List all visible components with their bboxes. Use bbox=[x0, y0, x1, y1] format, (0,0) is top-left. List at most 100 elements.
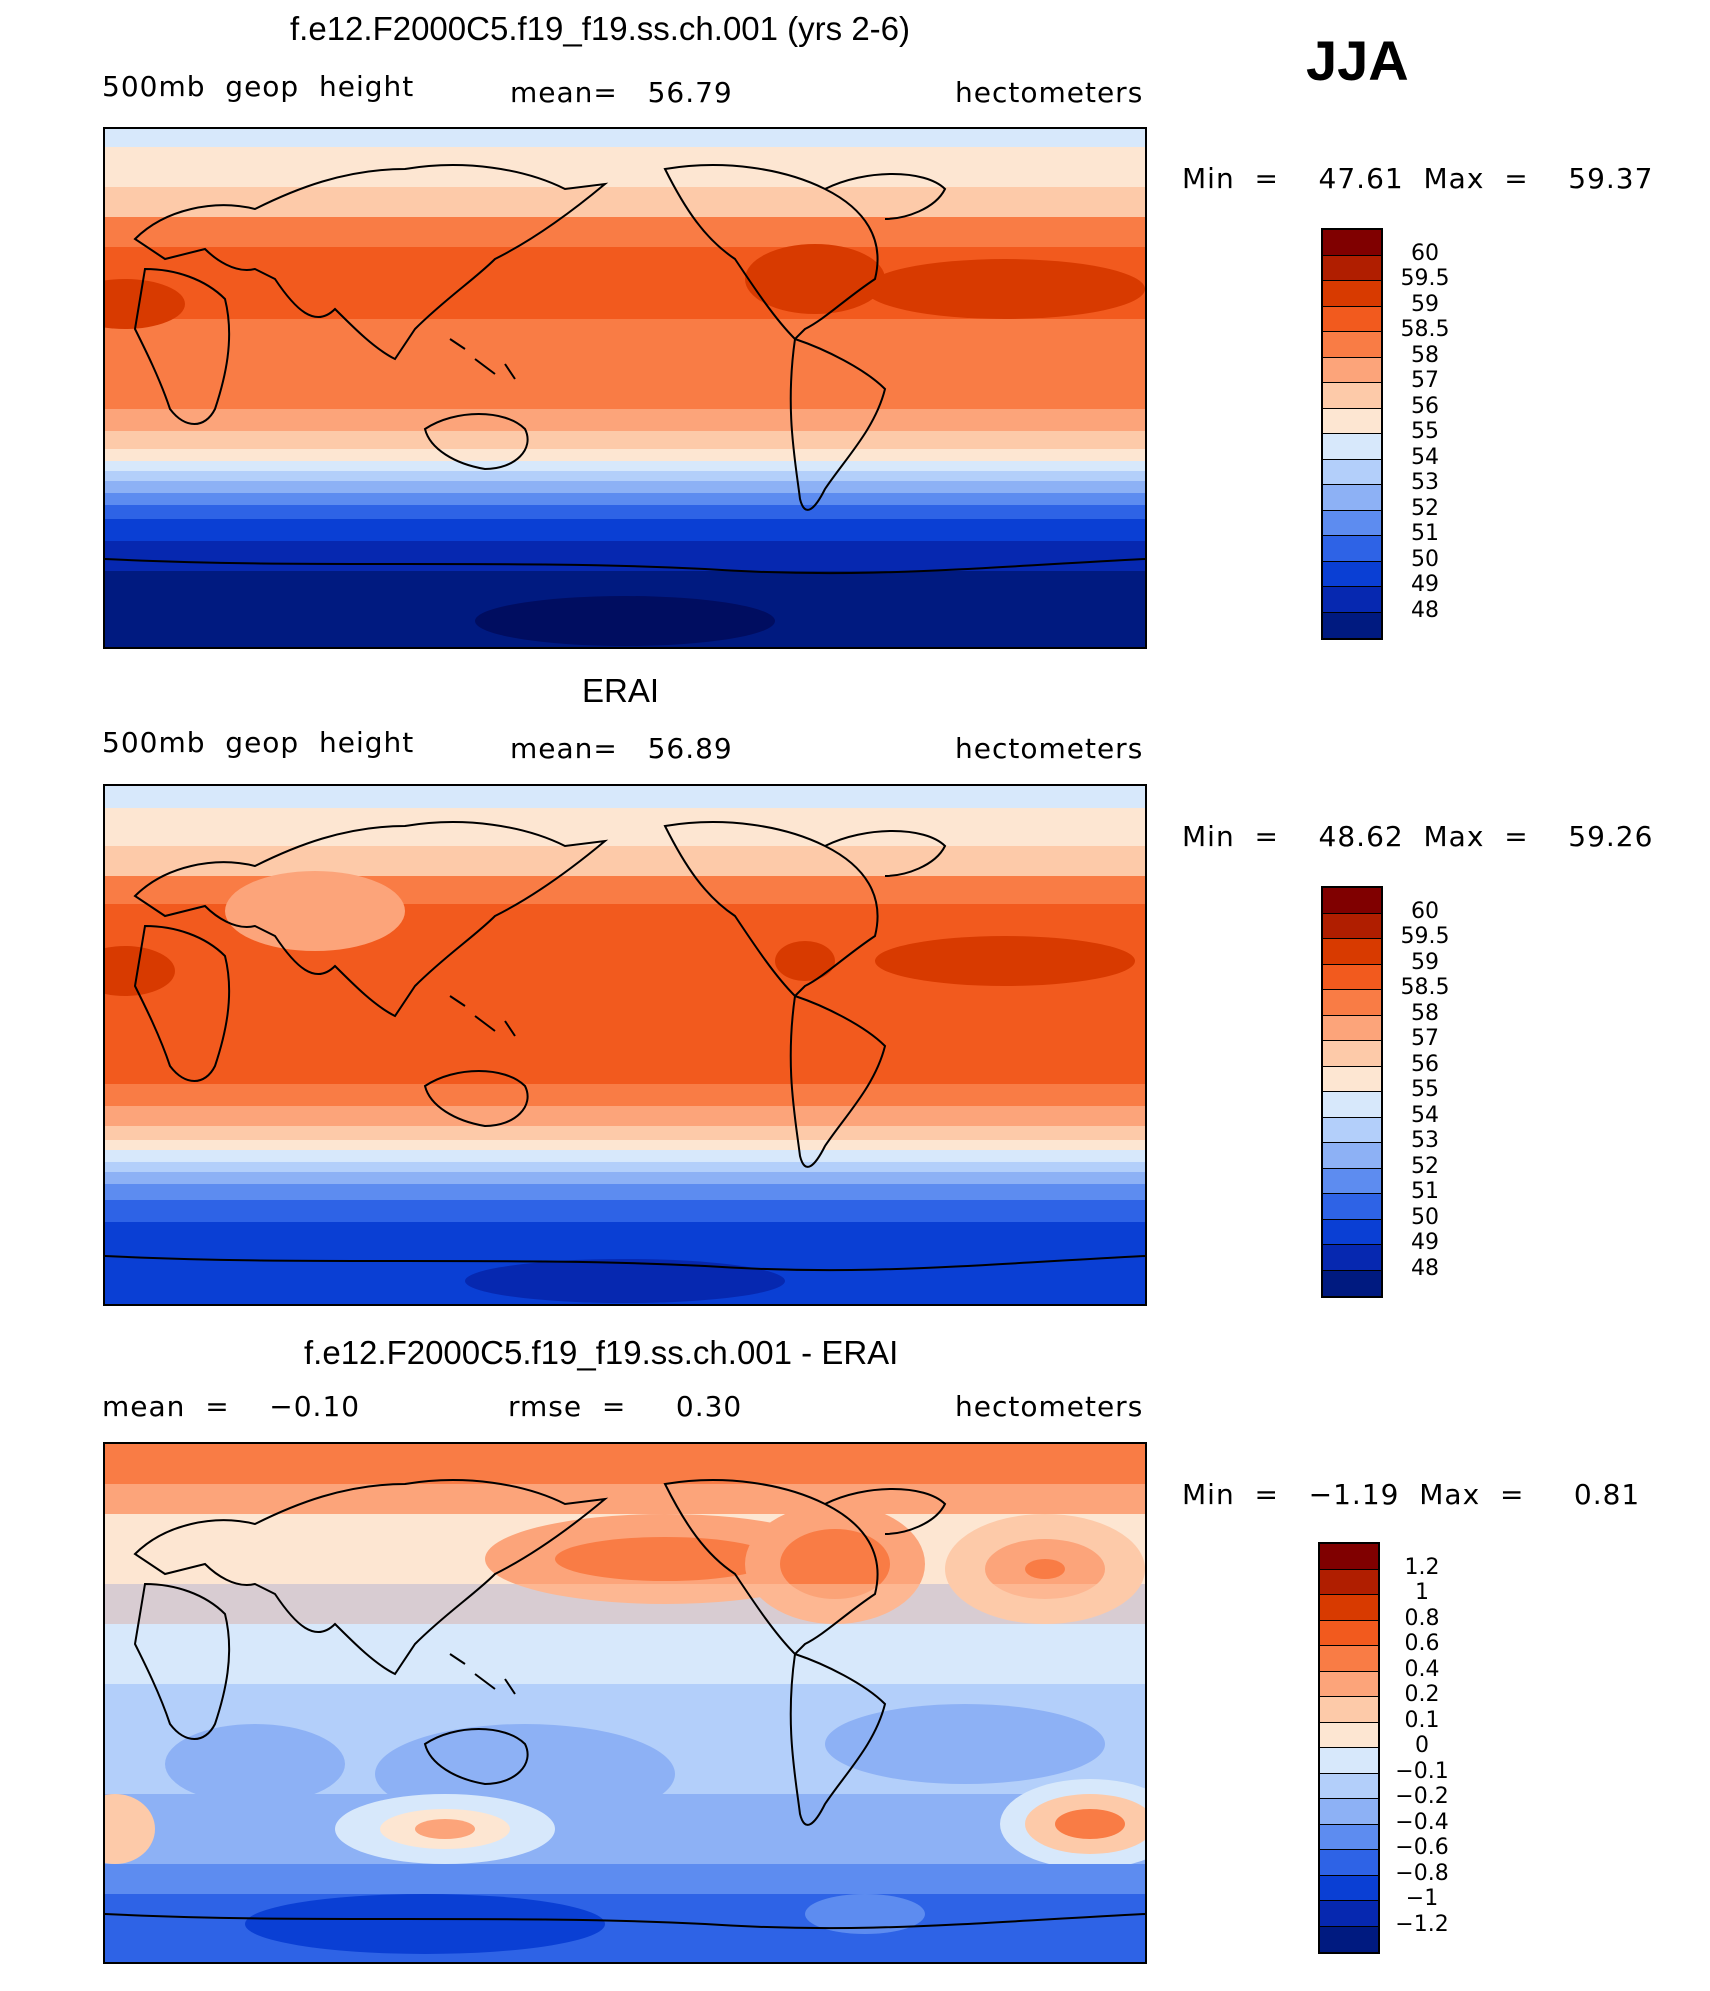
colorbar-tick-label: 58.5 bbox=[1400, 317, 1450, 342]
colorbar-tick-label: 52 bbox=[1411, 495, 1439, 521]
colorbar-swatch bbox=[1320, 1722, 1378, 1748]
colorbar-tick-label: 59.5 bbox=[1400, 266, 1450, 291]
colorbar-tick-label: 0.6 bbox=[1404, 1631, 1440, 1656]
panel-1-colorbar-labels: 60 59.5 59 58.5 58 57 56 55 54 53 52 51 50 49 48 bbox=[1385, 228, 1465, 640]
colorbar-tick-label: 57 bbox=[1411, 368, 1439, 393]
colorbar-swatch bbox=[1323, 1092, 1381, 1118]
colorbar-swatch bbox=[1320, 1671, 1378, 1697]
colorbar-swatch bbox=[1323, 1245, 1381, 1271]
panel-1-colorbar bbox=[1321, 228, 1383, 640]
colorbar-swatch bbox=[1320, 1824, 1378, 1850]
colorbar-swatch bbox=[1323, 510, 1381, 536]
colorbar-swatch bbox=[1323, 1219, 1381, 1245]
colorbar-tick-label: 54 bbox=[1411, 1102, 1439, 1128]
colorbar-swatch bbox=[1323, 332, 1381, 358]
colorbar-tick-label: −0.2 bbox=[1395, 1784, 1449, 1809]
colorbar-tick-label: −0.8 bbox=[1395, 1860, 1449, 1886]
colorbar-tick-label: 0 bbox=[1415, 1733, 1429, 1758]
colorbar-tick-label: 58 bbox=[1411, 342, 1439, 368]
colorbar-tick-label: 1 bbox=[1415, 1580, 1429, 1605]
colorbar-swatch bbox=[1323, 964, 1381, 990]
colorbar-swatch bbox=[1320, 1697, 1378, 1723]
colorbar-tick-label: 0.8 bbox=[1404, 1605, 1440, 1631]
panel-1-units-label: hectometers bbox=[955, 76, 1144, 109]
colorbar-swatch bbox=[1323, 255, 1381, 281]
panel-2-minmax: Min = 48.62 Max = 59.26 bbox=[1182, 820, 1654, 853]
colorbar-tick-label: 49 bbox=[1411, 572, 1439, 597]
colorbar-swatch bbox=[1320, 1799, 1378, 1825]
colorbar-swatch bbox=[1323, 913, 1381, 939]
colorbar-swatch bbox=[1323, 561, 1381, 587]
colorbar-swatch bbox=[1323, 888, 1381, 914]
colorbar-tick-label: 60 bbox=[1411, 240, 1439, 266]
colorbar-tick-label: 58.5 bbox=[1400, 975, 1450, 1000]
colorbar-tick-label: 58 bbox=[1411, 1000, 1439, 1026]
colorbar-tick-label: 56 bbox=[1411, 1051, 1439, 1077]
colorbar-tick-label: 0.2 bbox=[1404, 1682, 1440, 1707]
colorbar-tick-label: 0.1 bbox=[1404, 1707, 1440, 1733]
season-label: JJA bbox=[1306, 29, 1409, 92]
panel-1-title: f.e12.F2000C5.f19_f19.ss.ch.001 (yrs 2-6… bbox=[290, 10, 911, 47]
colorbar-swatch bbox=[1323, 939, 1381, 965]
panel-1-mean-label: mean= 56.79 bbox=[510, 76, 733, 109]
colorbar-tick-label: −1.2 bbox=[1395, 1911, 1449, 1937]
panel-2-units-label: hectometers bbox=[955, 732, 1144, 765]
panel-2-map bbox=[103, 784, 1147, 1306]
colorbar-swatch bbox=[1323, 536, 1381, 562]
colorbar-tick-label: 50 bbox=[1411, 546, 1439, 572]
panel-1-map bbox=[103, 127, 1147, 649]
colorbar-tick-label: −0.1 bbox=[1395, 1758, 1449, 1784]
colorbar-swatch bbox=[1323, 281, 1381, 307]
colorbar-tick-label: 52 bbox=[1411, 1153, 1439, 1179]
colorbar-swatch bbox=[1323, 459, 1381, 485]
colorbar-swatch bbox=[1320, 1773, 1378, 1799]
colorbar-swatch bbox=[1323, 485, 1381, 511]
colorbar-swatch bbox=[1320, 1646, 1378, 1672]
colorbar-swatch bbox=[1323, 587, 1381, 613]
colorbar-tick-label: 51 bbox=[1411, 521, 1439, 546]
colorbar-tick-label: 55 bbox=[1411, 1077, 1439, 1102]
colorbar-swatch bbox=[1323, 1041, 1381, 1067]
colorbar-tick-label: −0.6 bbox=[1395, 1835, 1449, 1860]
colorbar-swatch bbox=[1323, 434, 1381, 460]
colorbar-tick-label: −1 bbox=[1405, 1886, 1439, 1911]
colorbar-tick-label: −0.4 bbox=[1395, 1809, 1449, 1835]
panel-3-title: f.e12.F2000C5.f19_f19.ss.ch.001 - ERAI bbox=[304, 1334, 899, 1371]
colorbar-tick-label: 59 bbox=[1411, 949, 1439, 975]
colorbar-tick-label: 54 bbox=[1411, 444, 1439, 470]
panel-3-colorbar bbox=[1318, 1542, 1380, 1954]
panel-2-colorbar-labels: 60 59.5 59 58.5 58 57 56 55 54 53 52 51 50 49 48 bbox=[1385, 886, 1465, 1298]
colorbar-swatch bbox=[1320, 1901, 1378, 1927]
panel-3-rmse-label: rmse = 0.30 bbox=[508, 1390, 743, 1423]
colorbar-tick-label: 57 bbox=[1411, 1026, 1439, 1051]
colorbar-swatch bbox=[1323, 383, 1381, 409]
colorbar-swatch bbox=[1323, 408, 1381, 434]
colorbar-swatch bbox=[1323, 1270, 1381, 1296]
colorbar-swatch bbox=[1323, 612, 1381, 638]
colorbar-swatch bbox=[1323, 306, 1381, 332]
colorbar-swatch bbox=[1320, 1544, 1378, 1570]
colorbar-swatch bbox=[1320, 1875, 1378, 1901]
panel-2-mean-label: mean= 56.89 bbox=[510, 732, 733, 765]
panel-1-variable-label: 500mb geop height bbox=[102, 70, 415, 103]
colorbar-tick-label: 1.2 bbox=[1404, 1554, 1440, 1580]
colorbar-swatch bbox=[1323, 1194, 1381, 1220]
colorbar-tick-label: 50 bbox=[1411, 1204, 1439, 1230]
colorbar-tick-label: 56 bbox=[1411, 393, 1439, 419]
colorbar-swatch bbox=[1323, 1143, 1381, 1169]
colorbar-swatch bbox=[1320, 1595, 1378, 1621]
panel-2-title: ERAI bbox=[582, 672, 660, 709]
colorbar-swatch bbox=[1323, 1066, 1381, 1092]
colorbar-tick-label: 49 bbox=[1411, 1230, 1439, 1255]
colorbar-tick-label: 60 bbox=[1411, 898, 1439, 924]
colorbar-swatch bbox=[1323, 230, 1381, 256]
panel-3-map bbox=[103, 1442, 1147, 1964]
colorbar-tick-label: 53 bbox=[1411, 1128, 1439, 1153]
colorbar-swatch bbox=[1320, 1620, 1378, 1646]
colorbar-swatch bbox=[1323, 1117, 1381, 1143]
colorbar-swatch bbox=[1323, 357, 1381, 383]
colorbar-tick-label: 53 bbox=[1411, 470, 1439, 495]
colorbar-swatch bbox=[1323, 1168, 1381, 1194]
colorbar-tick-label: 59 bbox=[1411, 291, 1439, 317]
panel-3-mean-label: mean = −0.10 bbox=[102, 1390, 361, 1423]
